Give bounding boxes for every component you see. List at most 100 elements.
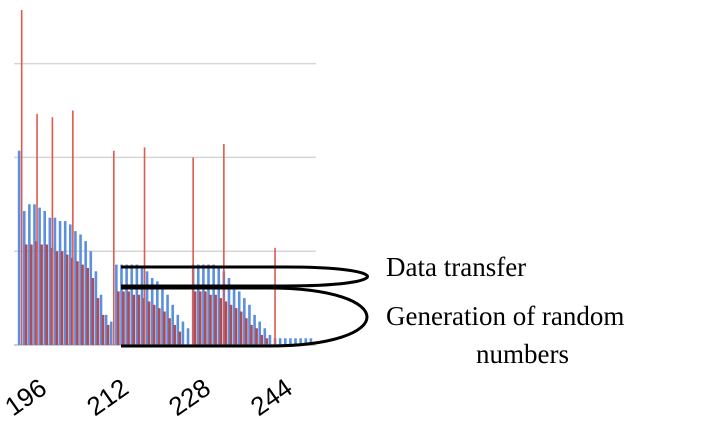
bar [229, 304, 233, 345]
bar [274, 247, 276, 345]
bar [36, 113, 38, 345]
bracket-random-numbers [121, 286, 369, 348]
bar [96, 298, 100, 345]
bar [55, 251, 59, 345]
bar [294, 338, 297, 345]
bar [84, 241, 87, 345]
bar [299, 338, 302, 345]
bar [145, 271, 149, 345]
bar [48, 217, 52, 345]
bar [223, 144, 225, 345]
bar [53, 217, 57, 345]
bar [130, 264, 134, 345]
bar [237, 291, 241, 345]
bar [283, 338, 287, 345]
bar [38, 207, 41, 345]
bar [168, 318, 171, 345]
bar [115, 264, 118, 345]
bar [117, 291, 120, 345]
bar [263, 328, 267, 345]
bar [91, 278, 95, 345]
bar [181, 321, 185, 345]
bar [258, 321, 261, 345]
bar [45, 244, 49, 345]
bar [33, 204, 36, 345]
bar [24, 244, 28, 345]
bar [101, 314, 105, 345]
x-tick-labels: 196 212 228 244 [0, 372, 298, 421]
bar [99, 294, 103, 345]
bar [192, 157, 194, 345]
bar [156, 281, 159, 345]
bar [22, 211, 26, 345]
bar [265, 338, 269, 345]
bar [89, 251, 93, 345]
bar [74, 231, 77, 345]
x-tick-label: 212 [81, 372, 134, 421]
bar [140, 267, 144, 345]
bar [127, 291, 130, 345]
bars [17, 10, 313, 345]
annotation-data-transfer: Data transfer [386, 252, 526, 282]
bracket-data-transfer [121, 265, 369, 288]
bar [209, 294, 212, 345]
bar [20, 10, 23, 345]
bar [113, 150, 115, 345]
bar [250, 324, 253, 345]
bar [186, 328, 190, 345]
bar [212, 264, 215, 345]
bar [176, 314, 180, 345]
bar [217, 267, 221, 345]
bar [143, 147, 146, 345]
bar [63, 221, 67, 345]
bar [60, 251, 64, 345]
bar [309, 338, 313, 345]
bar [207, 264, 210, 345]
bar [152, 304, 156, 345]
bar [171, 304, 174, 345]
bar [65, 254, 69, 345]
bar [248, 304, 251, 345]
bar [193, 291, 197, 345]
bar [204, 291, 207, 345]
bar [161, 288, 164, 345]
bar [202, 264, 205, 345]
bar [304, 338, 308, 345]
bar [214, 294, 217, 345]
bar [253, 314, 256, 345]
bar [173, 324, 176, 345]
bar [224, 301, 228, 345]
bar [17, 150, 21, 345]
bar [166, 294, 169, 345]
x-tick-label: 196 [0, 372, 52, 421]
bar [79, 234, 82, 345]
bar [132, 294, 136, 345]
bar [104, 314, 108, 345]
bar [30, 244, 33, 345]
bar [94, 271, 98, 345]
bar [51, 117, 54, 345]
bar [289, 338, 292, 345]
annotation-random-line1: Generation of random [386, 301, 624, 331]
x-tick-label: 228 [163, 372, 216, 421]
bar [158, 308, 161, 345]
bar [163, 311, 166, 345]
bar [122, 291, 125, 345]
bar [243, 298, 246, 345]
bar [198, 291, 202, 345]
bar [232, 284, 236, 345]
bar [219, 298, 223, 345]
bar [76, 261, 79, 345]
bar [234, 308, 238, 345]
bar [43, 211, 47, 345]
bar [106, 324, 110, 345]
bar [150, 278, 154, 345]
bar [268, 334, 272, 345]
bar [137, 294, 141, 345]
bar [178, 331, 182, 345]
bar [196, 264, 200, 345]
bar [109, 321, 113, 345]
bar [86, 267, 89, 345]
bar [40, 244, 43, 345]
